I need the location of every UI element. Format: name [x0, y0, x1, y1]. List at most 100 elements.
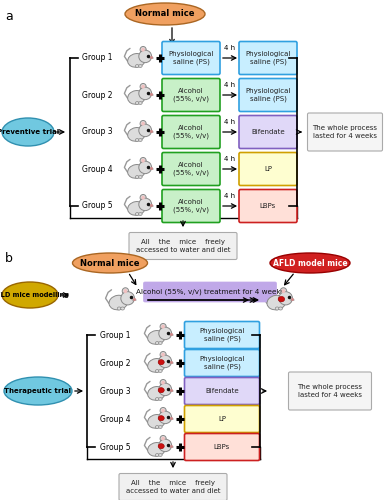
Text: Bifendate: Bifendate	[251, 129, 285, 135]
Text: All    the    mice    freely
accessed to water and diet: All the mice freely accessed to water an…	[126, 480, 220, 494]
Ellipse shape	[140, 120, 146, 127]
Ellipse shape	[148, 414, 165, 428]
Ellipse shape	[275, 307, 279, 310]
Text: Alcohol (55%, v/v) treatment for 4 weeks: Alcohol (55%, v/v) treatment for 4 weeks	[136, 289, 284, 295]
Ellipse shape	[148, 330, 165, 344]
Ellipse shape	[281, 289, 285, 293]
Ellipse shape	[279, 292, 293, 305]
Ellipse shape	[141, 122, 145, 126]
Ellipse shape	[280, 288, 287, 294]
Text: Physiological
saline (PS): Physiological saline (PS)	[245, 51, 291, 65]
Text: Group 4: Group 4	[100, 414, 131, 424]
Ellipse shape	[128, 128, 145, 141]
Text: Normal mice: Normal mice	[80, 258, 140, 268]
Ellipse shape	[125, 3, 205, 25]
Ellipse shape	[159, 426, 162, 428]
Ellipse shape	[159, 398, 162, 400]
Ellipse shape	[136, 138, 139, 141]
Ellipse shape	[128, 164, 145, 178]
Text: Group 5: Group 5	[82, 202, 113, 210]
Ellipse shape	[148, 386, 165, 400]
Text: Group 4: Group 4	[82, 164, 113, 173]
Ellipse shape	[161, 381, 165, 384]
Text: Bifendate: Bifendate	[205, 388, 239, 394]
Text: Alcohol
(55%, v/v): Alcohol (55%, v/v)	[173, 125, 209, 139]
Text: Physiological
saline (PS): Physiological saline (PS)	[199, 356, 245, 370]
Ellipse shape	[140, 194, 146, 201]
Ellipse shape	[139, 124, 152, 136]
Ellipse shape	[72, 253, 147, 273]
Ellipse shape	[159, 439, 172, 452]
Text: The whole process
lasted for 4 weeks: The whole process lasted for 4 weeks	[313, 125, 378, 138]
Ellipse shape	[161, 437, 165, 440]
FancyBboxPatch shape	[184, 378, 259, 404]
Ellipse shape	[267, 296, 286, 310]
Ellipse shape	[136, 102, 139, 104]
Text: LBPs: LBPs	[214, 444, 230, 450]
Ellipse shape	[121, 307, 124, 310]
Ellipse shape	[160, 436, 166, 442]
Ellipse shape	[139, 50, 152, 62]
FancyBboxPatch shape	[288, 372, 372, 410]
Text: The whole process
lasted for 4 weeks: The whole process lasted for 4 weeks	[298, 384, 363, 398]
Text: Normal mice: Normal mice	[135, 10, 195, 18]
Ellipse shape	[160, 408, 166, 414]
Ellipse shape	[148, 442, 165, 456]
Ellipse shape	[158, 416, 164, 421]
Ellipse shape	[161, 353, 165, 356]
Ellipse shape	[141, 85, 145, 88]
Ellipse shape	[140, 84, 146, 90]
FancyBboxPatch shape	[162, 78, 220, 112]
Ellipse shape	[156, 398, 159, 400]
Ellipse shape	[139, 161, 152, 173]
Ellipse shape	[159, 342, 162, 344]
Text: Group 5: Group 5	[100, 442, 131, 452]
Text: Physiological
saline (PS): Physiological saline (PS)	[168, 51, 214, 65]
Ellipse shape	[139, 87, 152, 100]
Text: 4 h: 4 h	[224, 82, 236, 88]
Text: AFLD mice modelling: AFLD mice modelling	[0, 292, 69, 298]
Ellipse shape	[124, 289, 127, 293]
Ellipse shape	[278, 296, 285, 302]
Ellipse shape	[128, 54, 145, 68]
Ellipse shape	[156, 426, 159, 428]
Text: 4 h: 4 h	[224, 119, 236, 125]
Ellipse shape	[139, 176, 142, 178]
FancyBboxPatch shape	[239, 190, 297, 222]
Text: Group 2: Group 2	[82, 90, 112, 100]
FancyBboxPatch shape	[184, 406, 259, 432]
FancyBboxPatch shape	[162, 116, 220, 148]
Ellipse shape	[279, 307, 283, 310]
Ellipse shape	[136, 176, 139, 178]
Text: Physiological
saline (PS): Physiological saline (PS)	[245, 88, 291, 102]
FancyBboxPatch shape	[239, 116, 297, 148]
Ellipse shape	[121, 292, 134, 305]
Ellipse shape	[139, 198, 152, 210]
Ellipse shape	[140, 46, 146, 53]
Ellipse shape	[139, 212, 142, 216]
Ellipse shape	[158, 444, 164, 449]
Text: LP: LP	[218, 416, 226, 422]
Ellipse shape	[140, 158, 146, 164]
FancyBboxPatch shape	[239, 78, 297, 112]
Ellipse shape	[158, 360, 164, 365]
Ellipse shape	[141, 196, 145, 200]
Ellipse shape	[161, 409, 165, 412]
Text: 4 h: 4 h	[224, 193, 236, 199]
FancyBboxPatch shape	[162, 190, 220, 222]
Ellipse shape	[117, 307, 121, 310]
Ellipse shape	[159, 454, 162, 456]
FancyBboxPatch shape	[239, 42, 297, 74]
Text: a: a	[5, 10, 13, 23]
Ellipse shape	[159, 327, 172, 340]
Text: Group 1: Group 1	[100, 330, 131, 340]
Text: Physiological
saline (PS): Physiological saline (PS)	[199, 328, 245, 342]
Ellipse shape	[159, 355, 172, 368]
Text: Group 3: Group 3	[82, 128, 113, 136]
FancyBboxPatch shape	[129, 232, 237, 260]
FancyBboxPatch shape	[239, 152, 297, 186]
Ellipse shape	[136, 64, 139, 68]
Ellipse shape	[160, 324, 166, 330]
Text: Group 2: Group 2	[100, 358, 131, 368]
Text: 4 h: 4 h	[224, 45, 236, 51]
